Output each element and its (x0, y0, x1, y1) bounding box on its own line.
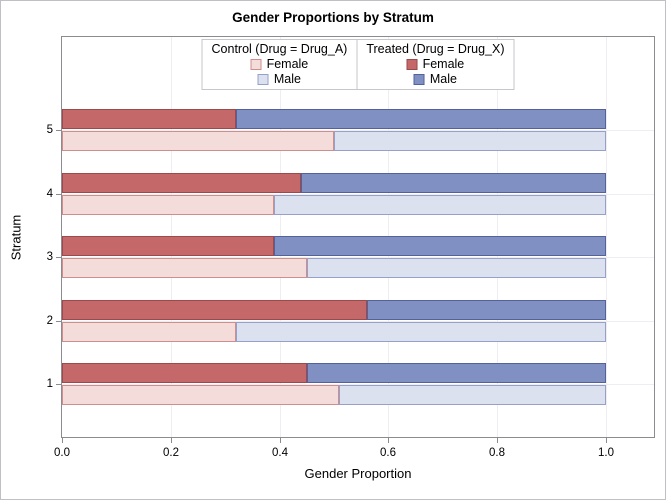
y-axis-title: Stratum (8, 214, 24, 261)
x-gridline (606, 37, 607, 437)
bar-segment-control_male-stratum-5 (334, 131, 606, 151)
plot-area: Control (Drug = Drug_A) Female Male Trea… (61, 36, 655, 438)
y-tick-mark (56, 384, 61, 385)
y-gridline (62, 257, 654, 258)
y-tick-label: 3 (46, 251, 53, 263)
legend-entry-label: Male (429, 72, 457, 86)
y-gridline (62, 130, 654, 131)
y-tick-label: 1 (46, 378, 53, 390)
legend-entry-label: Male (273, 72, 301, 86)
bar-segment-treated_female-stratum-1 (62, 363, 307, 383)
bars-layer (62, 37, 654, 437)
y-tick-mark (56, 194, 61, 195)
treated-female-swatch-icon (406, 59, 418, 70)
legend-entry-label: Female (422, 57, 465, 71)
legend-group-title: Treated (Drug = Drug_X) (366, 42, 505, 56)
x-tick-mark (280, 438, 281, 443)
bar-row-control-stratum-3 (62, 258, 606, 278)
y-tick-mark (56, 257, 61, 258)
bar-segment-treated_female-stratum-5 (62, 109, 236, 129)
legend-group-control: Control (Drug = Drug_A) Female Male (201, 39, 358, 90)
control-male-swatch-icon (257, 74, 269, 85)
bar-segment-control_male-stratum-2 (236, 322, 606, 342)
bar-row-treated-stratum-4 (62, 173, 606, 193)
bar-row-control-stratum-2 (62, 322, 606, 342)
x-tick-label: 1.0 (598, 447, 614, 459)
legend-entry-label: Female (266, 57, 309, 71)
bar-segment-treated_female-stratum-4 (62, 173, 301, 193)
bar-segment-treated_female-stratum-2 (62, 300, 367, 320)
treated-male-swatch-icon (413, 74, 425, 85)
y-tick-label: 2 (46, 315, 53, 327)
x-tick-mark (171, 438, 172, 443)
bar-row-control-stratum-5 (62, 131, 606, 151)
bar-segment-control_female-stratum-2 (62, 322, 236, 342)
bar-segment-treated_male-stratum-3 (274, 236, 606, 256)
x-tick-label: 0.2 (163, 447, 179, 459)
y-gridline (62, 384, 654, 385)
legend-group-treated: Treated (Drug = Drug_X) Female Male (356, 39, 515, 90)
bar-row-treated-stratum-5 (62, 109, 606, 129)
bar-segment-treated_male-stratum-2 (367, 300, 606, 320)
y-tick-label: 5 (46, 124, 53, 136)
bar-segment-treated_male-stratum-1 (307, 363, 606, 383)
legend: Control (Drug = Drug_A) Female Male Trea… (201, 39, 515, 90)
bar-segment-control_female-stratum-3 (62, 258, 307, 278)
chart-title: Gender Proportions by Stratum (232, 10, 434, 25)
bar-segment-treated_male-stratum-4 (301, 173, 606, 193)
bar-segment-control_male-stratum-3 (307, 258, 606, 278)
bar-row-treated-stratum-3 (62, 236, 606, 256)
legend-entry: Female (212, 57, 348, 72)
x-tick-mark (497, 438, 498, 443)
x-tick-label: 0.6 (380, 447, 396, 459)
bar-row-treated-stratum-1 (62, 363, 606, 383)
bar-segment-control_male-stratum-4 (274, 195, 606, 215)
x-axis-title: Gender Proportion (304, 466, 412, 481)
x-tick-mark (606, 438, 607, 443)
bar-segment-control_female-stratum-1 (62, 385, 339, 405)
legend-group-title: Control (Drug = Drug_A) (211, 42, 348, 56)
x-tick-label: 0.4 (272, 447, 288, 459)
bar-segment-control_female-stratum-5 (62, 131, 334, 151)
legend-entry: Male (366, 72, 504, 87)
bar-segment-control_male-stratum-1 (339, 385, 606, 405)
control-female-swatch-icon (250, 59, 262, 70)
bar-segment-control_female-stratum-4 (62, 195, 274, 215)
bar-row-treated-stratum-2 (62, 300, 606, 320)
y-tick-label: 4 (46, 188, 53, 200)
y-tick-mark (56, 321, 61, 322)
x-tick-label: 0.0 (54, 447, 70, 459)
legend-entry: Male (212, 72, 348, 87)
bar-segment-treated_male-stratum-5 (236, 109, 606, 129)
bar-segment-treated_female-stratum-3 (62, 236, 274, 256)
x-tick-mark (388, 438, 389, 443)
bar-row-control-stratum-4 (62, 195, 606, 215)
legend-entry: Female (366, 57, 504, 72)
bar-row-control-stratum-1 (62, 385, 606, 405)
y-gridline (62, 194, 654, 195)
x-tick-mark (62, 438, 63, 443)
x-tick-label: 0.8 (489, 447, 505, 459)
y-tick-mark (56, 130, 61, 131)
y-gridline (62, 321, 654, 322)
